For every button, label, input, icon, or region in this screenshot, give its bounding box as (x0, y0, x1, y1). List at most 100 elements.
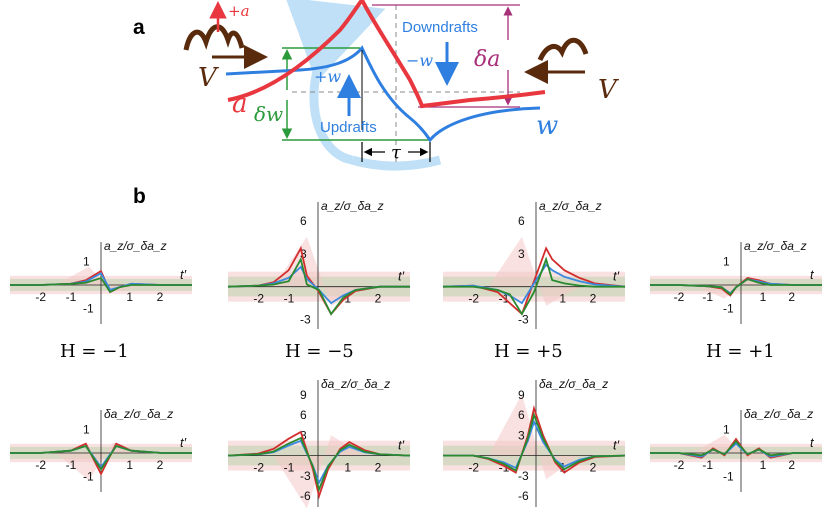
y-tick-label: -3 (300, 469, 311, 483)
x-tick-label: 2 (375, 461, 382, 475)
x-tick-label: 2 (590, 461, 597, 475)
delta-a-label: δa (474, 47, 500, 72)
mini-chart-3: -2 -1 1 263-3a_z/σ_δa_zt′ (442, 199, 626, 329)
circulation-arc-lower (350, 155, 442, 171)
x-tick-label: -2 (674, 290, 685, 304)
y-axis-label: δa_z/σ_δa_z (321, 377, 390, 391)
y-tick-label: -3 (518, 469, 529, 483)
x-tick-label: -1 (284, 461, 295, 475)
panel-b-charts: -2 -1 1 2 1 -1 a_z/σ_δa_z t′ -2 -1 1 2 6 3 -3 a_z/σ_δa_… (10, 199, 822, 509)
series-line-1 (227, 430, 411, 500)
h-label-2: H = −5 (285, 341, 354, 362)
x-tick-label: 2 (157, 290, 164, 304)
mini-chart-8: -2 -1 1 2 1 -1 δa_z/σ_δa_zt (650, 407, 822, 492)
x-tick-label: -1 (284, 292, 295, 306)
x-tick-label: 2 (157, 458, 164, 472)
x-axis-label: t′ (398, 438, 405, 453)
y-tick-label: 3 (518, 428, 525, 442)
peak-envelope (488, 236, 580, 306)
y-tick-label: 1 (83, 255, 90, 269)
delta-w-label: δw (254, 102, 283, 126)
x-tick-label: -2 (468, 292, 479, 306)
series-line-3 (227, 436, 411, 493)
series-line-3 (10, 276, 192, 294)
x-tick-label: -2 (253, 292, 264, 306)
tau-label: τ (391, 142, 402, 163)
x-axis-label: t′ (180, 435, 187, 450)
series-line-3 (227, 256, 410, 316)
y-tick-label: 3 (518, 247, 525, 261)
V-left-label: V (198, 63, 219, 93)
y-tick-label: 1 (723, 255, 730, 269)
x-tick-label: 1 (760, 458, 767, 472)
x-axis-label: t′ (180, 267, 187, 282)
w-curve (225, 45, 541, 143)
a-label: a (232, 89, 248, 119)
h-label-4: H = +1 (706, 341, 775, 362)
x-axis-label: t′ (613, 438, 620, 453)
x-tick-label: -1 (702, 458, 713, 472)
plus-w-label: +w (314, 67, 341, 86)
peak-envelope (693, 279, 779, 299)
y-tick-label: -6 (300, 489, 311, 503)
y-tick-label: 6 (518, 214, 525, 228)
series-line-3 (650, 278, 822, 296)
w-label: w (536, 111, 558, 141)
x-tick-label: 2 (788, 458, 795, 472)
series-line-1 (442, 246, 626, 316)
x-tick-label: 1 (760, 290, 767, 304)
x-tick-label: 1 (126, 290, 133, 304)
peak-envelope (693, 434, 779, 460)
y-tick-label: -3 (300, 313, 311, 327)
panel-a-label: a (133, 16, 145, 39)
peak-envelope (273, 236, 365, 306)
x-tick-label: -1 (702, 290, 713, 304)
y-tick-label: 6 (518, 408, 525, 422)
y-tick-label: 3 (300, 428, 307, 442)
x-tick-label: -2 (674, 458, 685, 472)
vehicle-glyph-right (537, 37, 589, 62)
x-tick-label: -2 (35, 458, 46, 472)
minus-w-label: −w (406, 51, 433, 70)
x-tick-label: -2 (35, 290, 46, 304)
vehicle-glyph-left (183, 24, 245, 51)
y-axis-label: a_z/σ_δa_z (744, 239, 807, 253)
y-tick-label: -1 (83, 301, 94, 315)
y-tick-label: 6 (300, 408, 307, 422)
series-line-3 (10, 444, 192, 471)
panel-a-schematic: +a V V a w δw δa +w −w Updrafts Downdraf… (183, 0, 619, 171)
y-tick-label: -1 (83, 469, 94, 483)
series-line-3 (443, 256, 625, 316)
peak-envelope (273, 435, 365, 509)
x-tick-label: 1 (344, 292, 351, 306)
y-tick-label: 1 (83, 423, 90, 437)
mini-chart-2: -2 -1 1 2 6 3 -3 a_z/σ_δa_z t′ (227, 199, 410, 329)
y-axis-label: δa_z/σ_δa_z (539, 377, 608, 391)
x-tick-label: 2 (590, 292, 597, 306)
x-tick-label: -2 (253, 461, 264, 475)
circulation-arc (285, 0, 386, 165)
x-tick-label: 1 (126, 458, 133, 472)
y-axis-label: a_z/σ_δa_z (321, 199, 384, 213)
a-curve (227, 0, 546, 109)
mini-chart-1: -2 -1 1 2 1 -1 a_z/σ_δa_z t′ (10, 239, 192, 324)
x-tick-label: -2 (468, 461, 479, 475)
y-tick-label: -1 (723, 469, 734, 483)
y-tick-label: 9 (518, 388, 525, 402)
y-tick-label: 6 (300, 214, 307, 228)
mini-chart-4: -2 -1 1 2 1 -1 a_z/σ_δa_zt (650, 239, 822, 324)
x-axis-label: t′ (613, 269, 620, 284)
downdrafts-label: Downdrafts (402, 19, 478, 36)
x-tick-label: -1 (66, 290, 77, 304)
y-axis-label: a_z/σ_δa_z (104, 239, 167, 253)
h-label-1: H = −1 (60, 341, 129, 362)
x-tick-label: 1 (559, 292, 566, 306)
series-line-3 (650, 439, 822, 457)
x-tick-label: -1 (499, 461, 510, 475)
x-axis-label: t (810, 267, 815, 282)
x-tick-label: -1 (66, 458, 77, 472)
y-tick-label: -6 (518, 489, 529, 503)
